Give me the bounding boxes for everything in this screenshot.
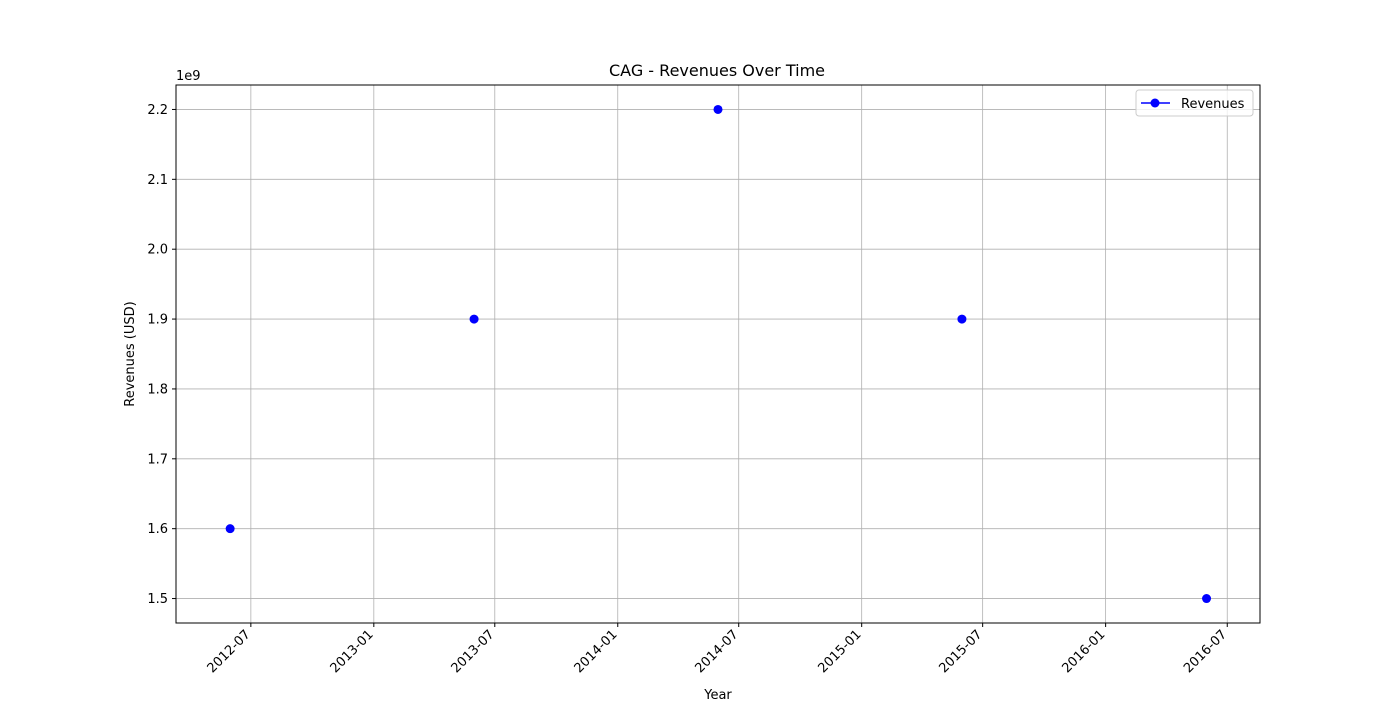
- x-tick-label: 2015-07: [936, 627, 985, 676]
- x-tick-label: 2014-01: [572, 627, 621, 676]
- y-tick-label: 2.2: [147, 103, 168, 118]
- y-tick-label: 1.9: [147, 313, 168, 328]
- legend: Revenues: [1135, 89, 1254, 117]
- chart-title: CAG - Revenues Over Time: [609, 61, 825, 80]
- x-tick-label: 2013-07: [449, 627, 498, 676]
- data-layer: [225, 104, 1212, 604]
- x-axis-label: Year: [703, 688, 732, 700]
- legend-label-revenues: Revenues: [1181, 97, 1245, 112]
- y-axis-label: Revenues (USD): [123, 301, 138, 406]
- tick-layer: 1.5 1.6 1.7 1.8 1.9 2.0 2.1 2.2 2012-07 2013-01 20…: [147, 103, 1230, 676]
- x-tick-label: 2012-07: [205, 627, 254, 676]
- data-point: [957, 314, 967, 324]
- grid-layer: [176, 85, 1260, 623]
- y-tick-label: 2.1: [147, 173, 168, 188]
- y-tick-label: 1.8: [147, 382, 168, 397]
- data-point: [713, 104, 723, 114]
- y-tick-label: 2.0: [147, 243, 168, 258]
- x-tick-label: 2013-01: [328, 627, 377, 676]
- y-tick-label: 1.7: [147, 452, 168, 467]
- y-tick-label: 1.6: [147, 522, 168, 537]
- y-tick-label: 1.5: [147, 592, 168, 607]
- data-point: [225, 524, 235, 534]
- y-offset-label: 1e9: [176, 69, 201, 84]
- legend-box: [1135, 89, 1254, 117]
- x-tick-label: 2016-01: [1059, 627, 1108, 676]
- data-point: [1202, 594, 1212, 604]
- legend-marker-swatch: [1150, 98, 1160, 108]
- x-tick-label: 2014-07: [693, 627, 742, 676]
- plot-frame: [175, 84, 1261, 624]
- x-tick-label: 2016-07: [1181, 627, 1230, 676]
- data-point: [469, 314, 479, 324]
- x-tick-label: 2015-01: [815, 627, 864, 676]
